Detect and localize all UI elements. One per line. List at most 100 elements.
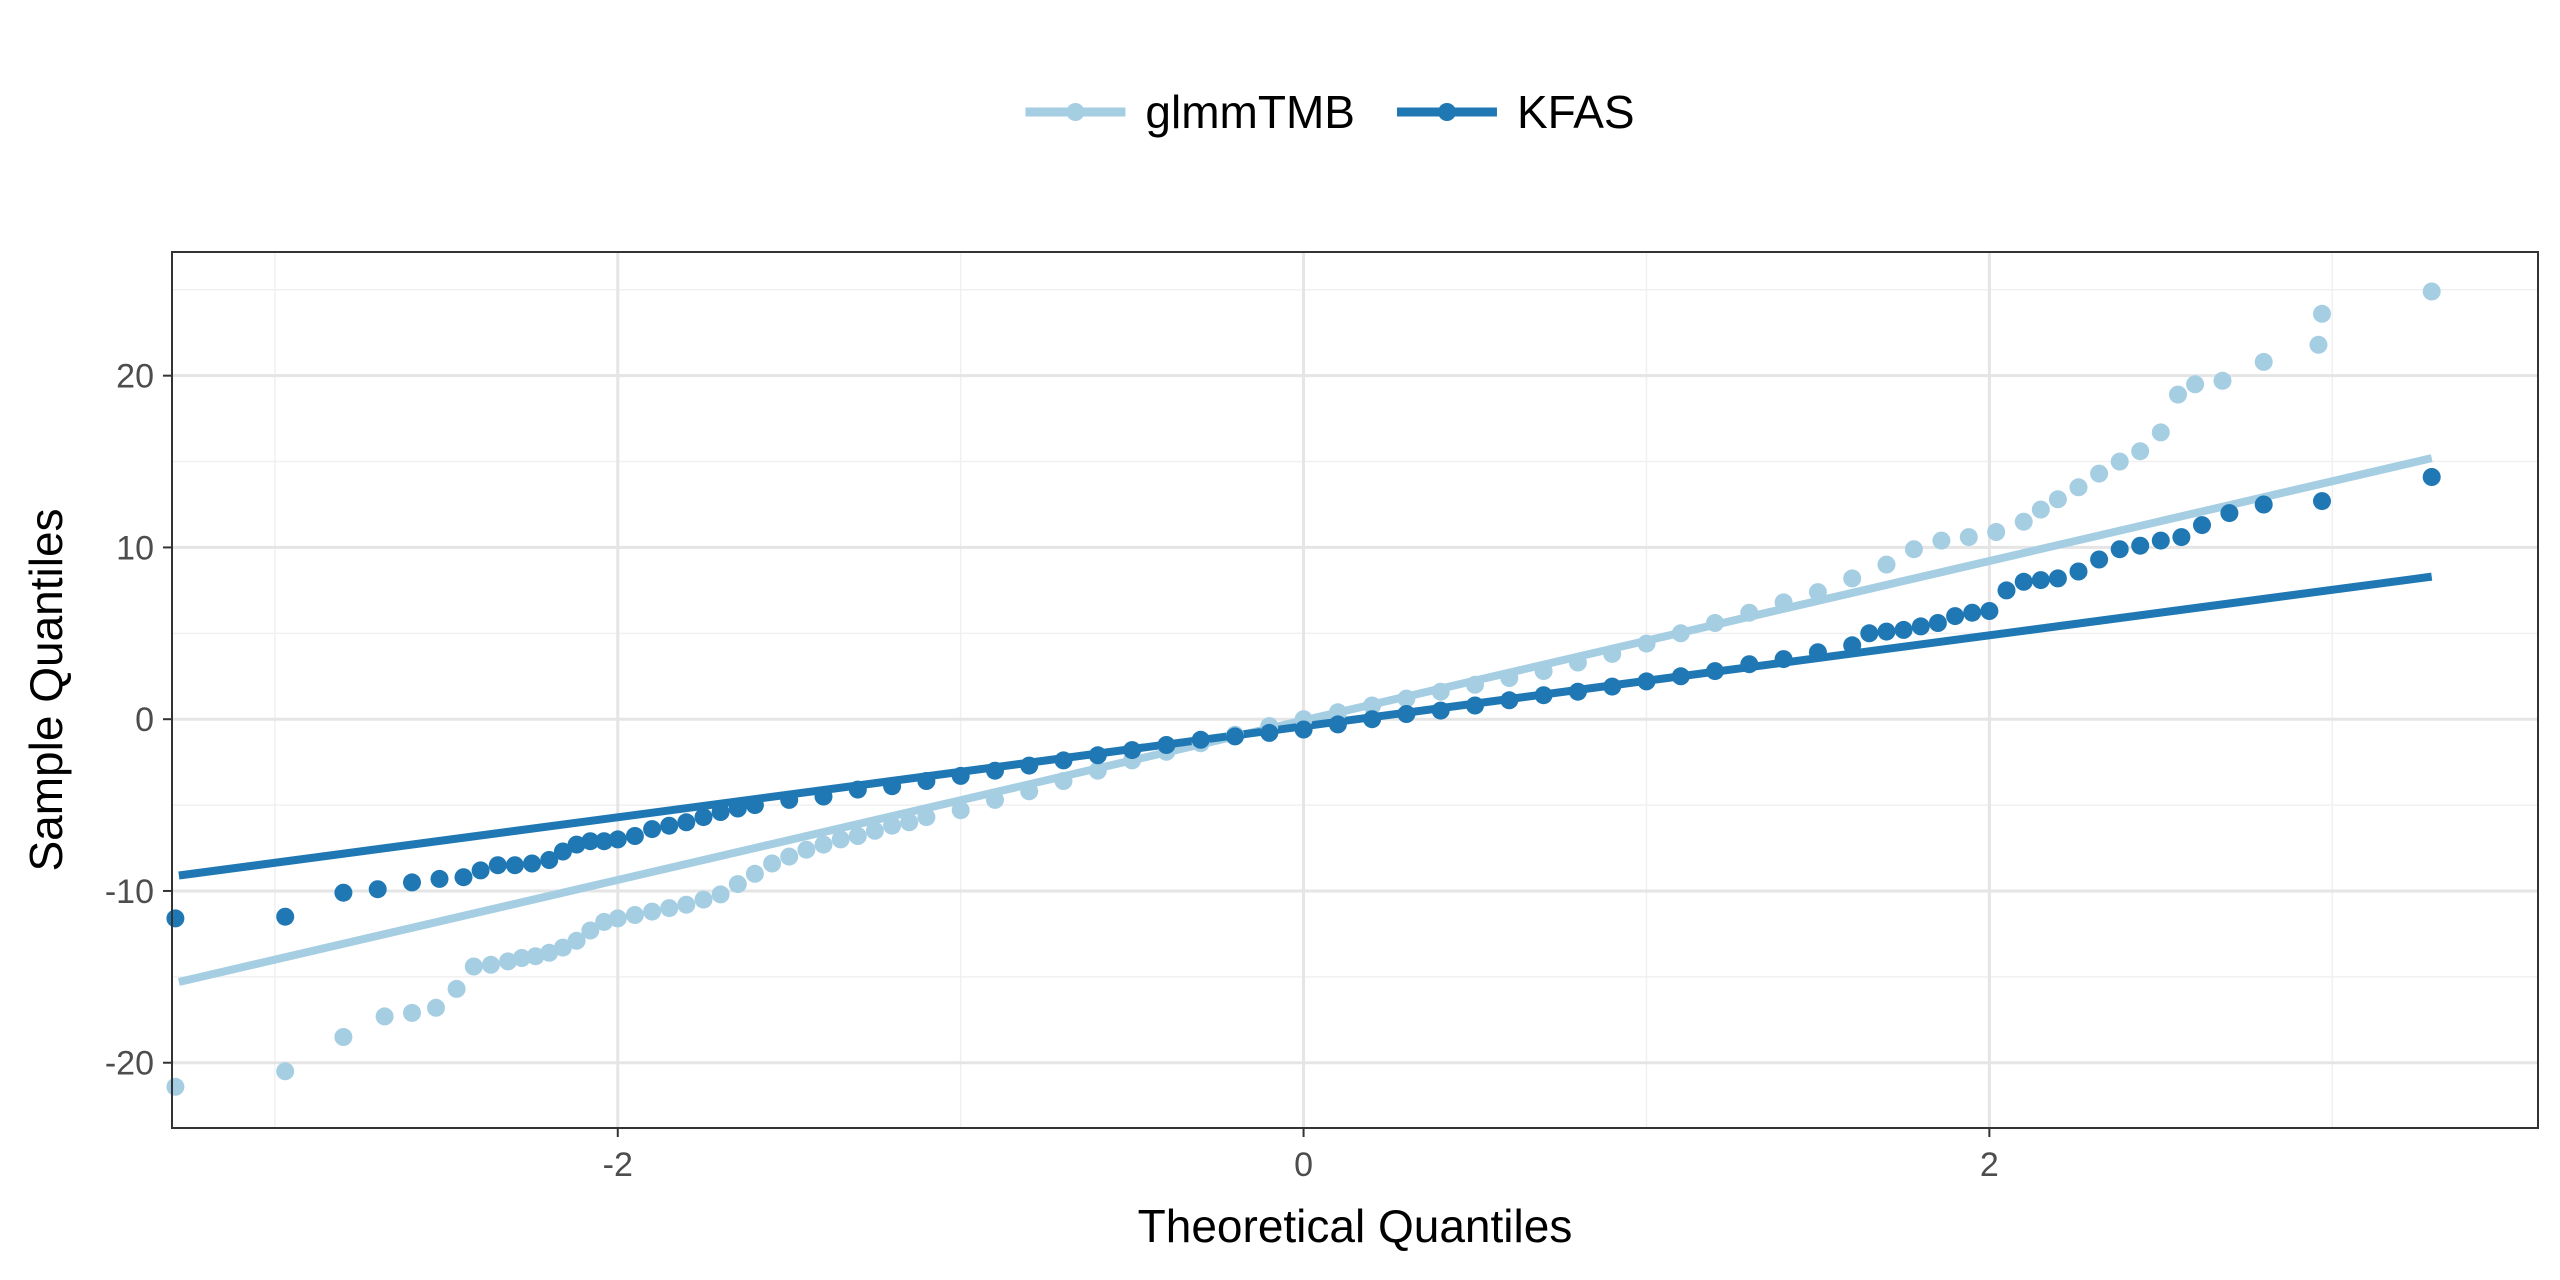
data-point-kfas: [2220, 504, 2239, 523]
data-point-glmmtmb: [2254, 352, 2273, 371]
data-point-kfas: [1294, 720, 1313, 739]
data-point-kfas: [1980, 602, 1999, 620]
data-point-kfas: [1843, 636, 1862, 655]
y-tick-label: 20: [116, 358, 154, 396]
data-point-kfas: [2151, 531, 2170, 550]
data-point-glmmtmb: [1363, 696, 1382, 715]
data-point-kfas: [1123, 741, 1142, 760]
data-point-kfas: [1928, 614, 1947, 632]
data-point-kfas: [1860, 624, 1879, 643]
data-point-kfas: [581, 832, 600, 851]
data-point-glmmtmb: [166, 1077, 185, 1096]
data-point-kfas: [745, 796, 764, 815]
data-point-kfas: [1894, 620, 1913, 639]
data-point-kfas: [1534, 686, 1553, 705]
data-point-glmmtmb: [2169, 385, 2187, 404]
data-point-kfas: [567, 835, 586, 854]
data-point-glmmtmb: [2031, 500, 2050, 519]
data-point-kfas: [2014, 572, 2033, 591]
data-point-glmmtmb: [276, 1062, 295, 1081]
data-point-kfas: [1500, 691, 1519, 710]
data-point-kfas: [1706, 662, 1724, 681]
legend-key-point: [1437, 103, 1456, 121]
data-point-glmmtmb: [660, 899, 679, 918]
data-point-glmmtmb: [427, 998, 445, 1017]
data-point-glmmtmb: [900, 813, 919, 832]
data-point-glmmtmb: [865, 821, 884, 840]
data-point-kfas: [334, 883, 353, 902]
data-point-kfas: [1946, 607, 1965, 626]
data-point-kfas: [677, 813, 696, 832]
data-points: [166, 282, 2441, 1096]
data-point-kfas: [166, 909, 185, 928]
data-point-kfas: [986, 761, 1004, 780]
data-point-glmmtmb: [1740, 603, 1759, 622]
data-point-glmmtmb: [2014, 512, 2033, 531]
legend-label-glmmtmb: glmmTMB: [1145, 86, 1355, 138]
data-point-kfas: [1431, 701, 1450, 720]
data-point-kfas: [883, 777, 902, 796]
x-tick-label: -2: [603, 1146, 633, 1184]
data-point-glmmtmb: [711, 885, 730, 904]
data-point-glmmtmb: [499, 952, 517, 971]
data-point-kfas: [1363, 710, 1382, 729]
data-point-kfas: [1568, 682, 1587, 701]
data-point-glmmtmb: [848, 827, 867, 845]
data-point-kfas: [2090, 550, 2109, 569]
x-tick-label: 0: [1294, 1146, 1313, 1184]
data-point-glmmtmb: [1397, 689, 1416, 708]
data-point-glmmtmb: [1466, 675, 1484, 694]
y-tick-label: -10: [105, 873, 154, 911]
data-point-glmmtmb: [1932, 531, 1951, 550]
data-point-glmmtmb: [2110, 452, 2129, 471]
data-point-glmmtmb: [1706, 614, 1724, 632]
data-point-glmmtmb: [447, 979, 466, 998]
y-axis-title: Sample Quantiles: [20, 508, 72, 871]
data-point-glmmtmb: [334, 1028, 353, 1046]
data-point-glmmtmb: [1500, 669, 1519, 687]
data-point-glmmtmb: [512, 949, 531, 967]
data-point-glmmtmb: [2213, 371, 2232, 390]
data-point-kfas: [2110, 540, 2129, 559]
x-tick-label: 2: [1980, 1146, 1999, 1184]
x-axis-ticks: -2 0 2: [603, 1128, 1999, 1184]
data-point-glmmtmb: [745, 864, 764, 883]
data-point-kfas: [711, 803, 730, 821]
data-point-glmmtmb: [1843, 569, 1862, 588]
data-point-kfas: [1020, 756, 1039, 775]
data-point-glmmtmb: [1054, 772, 1073, 790]
data-point-kfas: [1191, 730, 1210, 749]
data-point-glmmtmb: [2422, 282, 2441, 301]
data-point-kfas: [454, 868, 473, 887]
data-point-glmmtmb: [1904, 540, 1923, 559]
data-point-kfas: [276, 907, 295, 926]
data-point-glmmtmb: [1959, 528, 1978, 547]
data-point-glmmtmb: [625, 906, 644, 924]
data-point-kfas: [2131, 536, 2150, 555]
data-point-kfas: [917, 772, 936, 790]
data-point-kfas: [1397, 705, 1416, 723]
data-point-kfas: [951, 766, 970, 785]
y-axis-ticks: -20 -10 0 10 20: [105, 358, 172, 1083]
legend-label-kfas: KFAS: [1517, 86, 1635, 138]
data-point-kfas: [1088, 746, 1107, 765]
data-point-kfas: [1877, 622, 1896, 641]
x-axis-title: Theoretical Quantiles: [1138, 1200, 1573, 1252]
data-point-glmmtmb: [1877, 555, 1896, 574]
data-point-kfas: [1671, 667, 1690, 686]
data-point-kfas: [1911, 617, 1930, 636]
data-point-glmmtmb: [643, 902, 662, 921]
data-point-glmmtmb: [1671, 624, 1690, 643]
data-point-glmmtmb: [677, 895, 696, 914]
legend-key-point: [1066, 103, 1085, 121]
data-point-glmmtmb: [2186, 375, 2205, 394]
panel-border: [171, 251, 2539, 1129]
data-point-kfas: [2313, 492, 2331, 511]
data-point-kfas: [814, 787, 833, 806]
data-point-kfas: [728, 799, 747, 818]
data-point-kfas: [540, 851, 559, 869]
data-point-kfas: [403, 873, 421, 892]
data-point-glmmtmb: [694, 890, 713, 909]
data-point-kfas: [1963, 603, 1982, 622]
